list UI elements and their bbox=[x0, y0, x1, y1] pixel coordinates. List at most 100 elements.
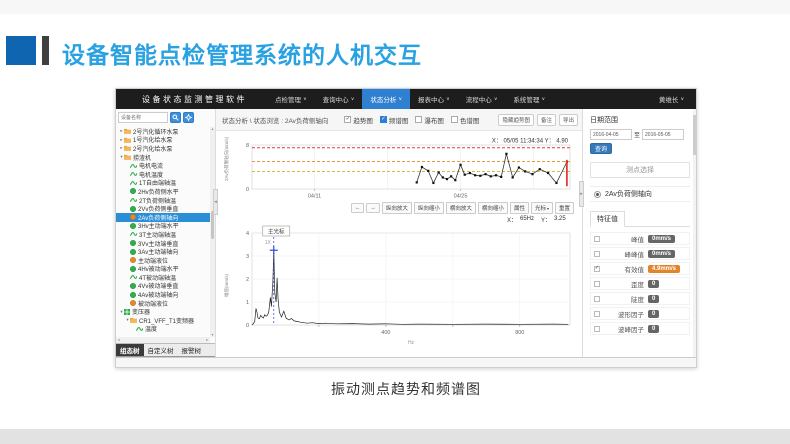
date-range-title: 日期范围 bbox=[590, 117, 618, 124]
menu-item-查询中心[interactable]: 查询中心 ∨ bbox=[315, 89, 363, 109]
collapsed-icon[interactable]: ▸ bbox=[120, 128, 123, 134]
tree-item[interactable]: 2Av负荷侧轴向 bbox=[116, 212, 210, 222]
header-button-隐藏趋势图[interactable]: 隐藏趋势图 bbox=[498, 113, 534, 126]
scroll-right-icon[interactable]: ► bbox=[205, 338, 209, 342]
view-toggle-色谱图[interactable]: 色谱图 bbox=[450, 115, 479, 125]
search-button[interactable] bbox=[170, 112, 181, 123]
expanded-icon[interactable]: ▾ bbox=[120, 154, 123, 160]
tree-tab-自定义树[interactable]: 自定义树 bbox=[147, 348, 174, 355]
feature-checkbox[interactable] bbox=[594, 295, 600, 302]
locate-button[interactable] bbox=[183, 112, 194, 123]
feature-checkbox[interactable]: ✓ bbox=[594, 265, 600, 272]
radio-icon[interactable] bbox=[594, 190, 601, 198]
wave-icon bbox=[130, 197, 137, 203]
feature-checkbox[interactable] bbox=[594, 235, 600, 242]
toolbar-button-label: 横向放大 bbox=[449, 206, 472, 212]
feature-checkbox[interactable] bbox=[594, 310, 600, 317]
scrollbar-thumb[interactable] bbox=[211, 211, 214, 239]
tree-item[interactable]: 4Av被动端轴向 bbox=[116, 290, 210, 299]
date-to-input[interactable] bbox=[642, 129, 685, 140]
tree-item[interactable]: 主动端液位 bbox=[116, 256, 210, 265]
expanded-icon[interactable]: ▾ bbox=[126, 317, 129, 323]
toolbar-button-横向缩小[interactable]: 横向缩小 bbox=[477, 202, 508, 214]
tree-item-label: 2号汽化给水泵 bbox=[133, 146, 173, 153]
menu-item-点检管理[interactable]: 点检管理 ∨ bbox=[267, 89, 315, 109]
toolbar-button-属性[interactable]: 属性 bbox=[509, 202, 529, 214]
toolbar-button-光标[interactable]: 光标 ▾ bbox=[530, 202, 553, 214]
view-toggle-瀑布图[interactable]: 瀑布图 bbox=[415, 115, 444, 125]
tree-item[interactable]: 温度 bbox=[116, 325, 210, 333]
tree-item[interactable]: 2Hv负荷侧水平 bbox=[116, 187, 210, 196]
tree-item[interactable]: 3Av主动端轴向 bbox=[116, 247, 210, 256]
dot-green-icon bbox=[130, 265, 136, 272]
tree-item[interactable]: 3T主动端轴温 bbox=[116, 230, 210, 239]
tree-item[interactable]: 4Vv被动端垂直 bbox=[116, 282, 210, 290]
point-radio-row[interactable]: 2Av负荷侧轴向 bbox=[590, 186, 690, 202]
point-select-header[interactable]: 测点选择 bbox=[590, 162, 690, 178]
scroll-left-icon[interactable]: ◄ bbox=[117, 338, 121, 342]
tree-item[interactable]: 2T负荷侧轴温 bbox=[116, 196, 210, 204]
feature-checkbox[interactable] bbox=[594, 250, 600, 257]
feature-checkbox[interactable] bbox=[594, 280, 600, 287]
header-button-导出[interactable]: 导出 bbox=[558, 113, 578, 126]
collapsed-icon[interactable]: ▸ bbox=[120, 145, 123, 151]
scroll-down-icon[interactable]: ▼ bbox=[210, 333, 215, 337]
svg-text:幅值(mm/s): 幅值(mm/s) bbox=[223, 274, 230, 297]
tree-collapse-handle[interactable]: ◂ bbox=[213, 189, 218, 215]
dot-orange-icon bbox=[130, 300, 136, 307]
tree-item[interactable]: ▸ 2号汽化循环水泵 bbox=[116, 127, 210, 135]
features-tab[interactable]: 特征值 bbox=[590, 211, 625, 227]
toolbar-button-纵向放大[interactable]: 纵向放大 bbox=[381, 202, 412, 214]
toolbar-button-纵向缩小[interactable]: 纵向缩小 bbox=[413, 202, 444, 214]
tree-tab-报警树[interactable]: 报警树 bbox=[181, 348, 202, 355]
tree-vertical-scrollbar[interactable]: ▲ ▼ bbox=[210, 127, 215, 337]
right-panel-scrollbar[interactable] bbox=[693, 109, 696, 357]
tree-item[interactable]: 电机电流 bbox=[116, 161, 210, 170]
checkbox-icon[interactable] bbox=[415, 116, 423, 123]
tree-item[interactable]: 2Vv负荷侧垂直 bbox=[116, 204, 210, 213]
tree-item[interactable]: 3Hv主动端水平 bbox=[116, 222, 210, 230]
tree-item[interactable]: ▸ 2号汽化给水泵 bbox=[116, 144, 210, 153]
spectrum-chart[interactable]: 0 1 2 3 4 400 800 Hz 幅值(mm/s) 主光标 1X bbox=[222, 225, 574, 357]
next-button[interactable]: → bbox=[366, 203, 380, 213]
menu-item-流程中心[interactable]: 流程中心 ∨ bbox=[458, 89, 506, 109]
tree-item[interactable]: 4T被动端轴温 bbox=[116, 273, 210, 282]
tree-item[interactable]: 被动端液位 bbox=[116, 299, 210, 307]
feature-label: 陡度 bbox=[631, 296, 644, 304]
prev-button[interactable]: ← bbox=[350, 203, 365, 213]
menu-item-label: 状态分析 bbox=[370, 97, 397, 104]
toolbar-button-重置[interactable]: 重置 bbox=[554, 202, 574, 214]
menu-item-报表中心[interactable]: 报表中心 ∨ bbox=[410, 89, 458, 109]
tree-item[interactable]: ▾ 捞渣机 bbox=[116, 153, 210, 161]
trend-chart[interactable]: 04/11 04/25 0 8 2Av负荷侧轴向(mm/s) X： 05/05 11:34… bbox=[222, 135, 574, 201]
date-from-input[interactable] bbox=[590, 129, 632, 140]
feature-checkbox[interactable] bbox=[594, 325, 600, 332]
view-toggle-频谱图[interactable]: ✓ 频谱图 bbox=[379, 115, 408, 125]
tree-item[interactable]: ▸ 1号汽化给水泵 bbox=[116, 136, 210, 144]
checkbox-icon[interactable] bbox=[450, 116, 458, 123]
expanded-icon[interactable]: ▾ bbox=[120, 308, 123, 314]
tree-item[interactable]: 3Vv主动端垂直 bbox=[116, 239, 210, 247]
tree-item[interactable]: 电机温度 bbox=[116, 170, 210, 179]
tree-item[interactable]: 1T自由端轴温 bbox=[116, 179, 210, 187]
tree-item[interactable]: 4Hv被动端水平 bbox=[116, 265, 210, 273]
scroll-up-icon[interactable]: ▲ bbox=[210, 127, 215, 131]
checkbox-icon[interactable]: ✓ bbox=[379, 115, 387, 123]
toolbar-button-横向放大[interactable]: 横向放大 bbox=[445, 202, 476, 214]
checkbox-icon[interactable]: ✓ bbox=[344, 115, 352, 123]
query-button[interactable]: 查询 bbox=[590, 143, 612, 154]
tree-item[interactable]: ▾ CR1_VFF_T1变频器 bbox=[116, 316, 210, 324]
menu-item-系统管理[interactable]: 系统管理 ∨ bbox=[505, 89, 553, 109]
user-menu[interactable]: 黄维长 ∨ bbox=[659, 94, 684, 104]
menu-item-状态分析[interactable]: 状态分析 ∨ bbox=[362, 89, 411, 109]
tree-horizontal-scrollbar[interactable]: ◄ ► bbox=[116, 337, 210, 343]
right-panel-collapse-handle[interactable]: ▸ bbox=[579, 181, 584, 207]
tree-tab-组态树[interactable]: 组态树 bbox=[116, 344, 144, 356]
view-toggle-趋势图[interactable]: ✓ 趋势图 bbox=[344, 115, 373, 125]
dot-green-icon bbox=[130, 240, 136, 247]
svg-text:04/11: 04/11 bbox=[308, 194, 321, 200]
collapsed-icon[interactable]: ▸ bbox=[120, 136, 123, 142]
search-input[interactable] bbox=[118, 112, 168, 123]
tree-item[interactable]: ▾ 变压器 bbox=[116, 307, 210, 316]
header-button-备注[interactable]: 备注 bbox=[536, 113, 556, 126]
